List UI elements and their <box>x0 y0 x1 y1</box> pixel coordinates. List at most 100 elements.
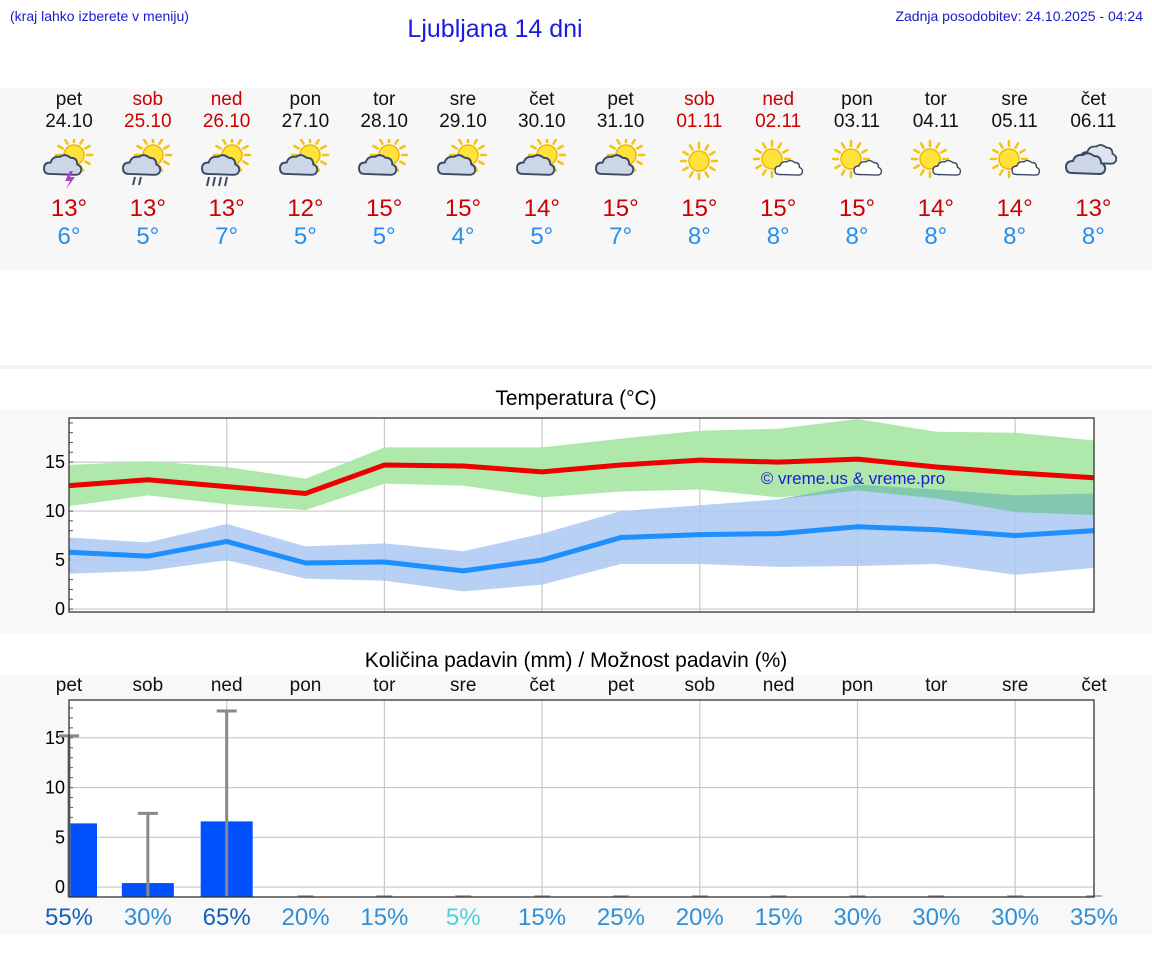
plot-border <box>68 699 1095 898</box>
day-date: 31.10 <box>596 111 645 132</box>
precipitation-probability: 20% <box>675 904 724 931</box>
max-temperature: 15° <box>444 195 482 222</box>
day-date: 25.10 <box>124 111 172 132</box>
day-forecast: tor 28.10 15° 5° <box>345 88 424 251</box>
day-date: 04.11 <box>912 111 959 132</box>
precipitation-chart-title: Količina padavin (mm) / Možnost padavin … <box>364 649 788 672</box>
precipitation-probability: 30% <box>912 904 961 931</box>
min-temperature-line <box>68 524 1095 574</box>
day-name: pon <box>289 89 322 110</box>
max-temperature: 13° <box>129 195 166 222</box>
x-tick-label: sob <box>684 675 716 696</box>
cloud-shape <box>594 154 634 176</box>
temperature-chart-title: Temperatura (°C) <box>495 387 657 410</box>
daily-forecast-strip: pet 24.10 13° 6° sob 25.10 13° 5° ned 26.10 13° 7° p… <box>0 88 1152 270</box>
day-date: 24.10 <box>45 111 93 132</box>
day-forecast: pet 31.10 15° 7° <box>581 88 660 251</box>
day-forecast: ned 02.11 15° 8° <box>739 88 818 251</box>
lightning-shape <box>65 171 75 189</box>
day-name: sre <box>1001 89 1028 110</box>
max-temperature: 15° <box>760 195 797 222</box>
min-temperature: 5° <box>136 223 160 250</box>
day-forecast: pon 27.10 12° 5° <box>266 88 345 251</box>
precipitation-probability: 25% <box>596 904 645 931</box>
y-tick-label: 10 <box>45 778 65 798</box>
precipitation-probability: 20% <box>281 904 330 931</box>
x-tick-label: pet <box>607 675 635 696</box>
x-tick-label: tor <box>373 675 396 696</box>
cloud-shape <box>358 154 398 176</box>
min-temperature: 8° <box>687 223 711 250</box>
precipitation-probability: 15% <box>754 904 803 931</box>
day-forecast: pon 03.11 15° 8° <box>818 88 897 251</box>
location-hint: (kraj lahko izberete v meniju) <box>10 8 189 24</box>
min-temperature: 5° <box>530 223 554 250</box>
x-tick-label: sre <box>450 675 477 696</box>
precipitation-probability: 35% <box>1069 904 1119 931</box>
sun-small-cloud-icon <box>989 139 1040 179</box>
precipitation-range-whisker <box>137 811 158 897</box>
sun-cloud-icon <box>279 139 330 176</box>
sun-small-cloud-icon <box>831 139 883 179</box>
max-temperature-line <box>68 456 1095 496</box>
x-tick-label: sob <box>132 675 164 696</box>
precipitation-panel: 0 5 10 15 <box>0 675 1152 935</box>
sun-icon <box>680 141 719 181</box>
x-tick-label: pet <box>55 675 83 696</box>
min-temperature: 7° <box>215 223 239 250</box>
sun-cloud-icon <box>594 139 645 176</box>
y-tick-label: 0 <box>55 599 65 619</box>
cloud-shape <box>932 159 961 176</box>
precipitation-probability: 30% <box>123 904 172 931</box>
cloud-shape <box>1065 152 1107 176</box>
sun-small-cloud-icon <box>910 139 961 179</box>
sun-cloud-icon <box>358 139 409 176</box>
day-name: ned <box>762 89 795 110</box>
day-forecast: pet 24.10 13° 6° <box>30 88 109 251</box>
precipitation-bar <box>69 823 97 897</box>
max-temperature: 14° <box>996 195 1033 222</box>
y-tick-label: 10 <box>45 501 65 521</box>
temperature-chart: 0 5 10 15 © vreme.us & vreme.pro <box>45 417 1095 619</box>
y-tick-label: 5 <box>55 550 65 570</box>
precipitation-probability: 30% <box>833 904 882 931</box>
y-tick-label: 0 <box>55 877 65 897</box>
day-name: pet <box>55 89 83 110</box>
day-date: 03.11 <box>833 111 881 132</box>
day-name: čet <box>529 89 555 110</box>
day-forecast: sre 29.10 15° 4° <box>424 88 503 251</box>
rain-shape <box>131 176 142 186</box>
day-date: 28.10 <box>360 111 408 132</box>
precipitation-day-labels: pet sob ned pon tor sre čet pet sob ned pon tor sre č… <box>0 675 1152 697</box>
min-temperature: 8° <box>766 223 790 250</box>
day-forecast: čet 30.10 14° 5° <box>502 88 581 251</box>
min-temperature: 8° <box>845 223 869 250</box>
max-temperature: 15° <box>681 195 718 222</box>
day-name: ned <box>210 89 243 110</box>
day-name: sob <box>684 89 715 110</box>
precipitation-probability: 55% <box>44 904 94 931</box>
precipitation-probability: 15% <box>360 904 409 931</box>
day-name: tor <box>924 89 947 110</box>
x-tick-label: tor <box>925 675 948 696</box>
max-temperature: 15° <box>602 195 639 222</box>
max-temperature: 12° <box>287 195 324 222</box>
day-forecast: tor 04.11 14° 8° <box>896 88 975 251</box>
day-name: sre <box>449 89 477 110</box>
cloud-shape <box>43 154 83 176</box>
min-temperature: 8° <box>1081 223 1105 250</box>
cloud-shape <box>515 154 555 176</box>
cloud-shape <box>853 159 883 176</box>
cloud-shape <box>1010 159 1040 176</box>
last-updated: Zadnja posodobitev: 24.10.2025 - 04:24 <box>895 8 1143 24</box>
sun-shape <box>680 141 719 181</box>
min-temperature: 7° <box>609 223 633 250</box>
y-tick-label: 5 <box>55 827 65 847</box>
min-temperature: 5° <box>293 223 317 250</box>
rain-shape <box>205 176 228 187</box>
precipitation-range-whisker <box>216 709 237 897</box>
min-temperature: 8° <box>924 223 948 250</box>
max-temperature: 13° <box>1075 195 1112 222</box>
sun-cloud-light-rain-icon <box>121 139 173 186</box>
max-temperature: 13° <box>208 195 245 222</box>
